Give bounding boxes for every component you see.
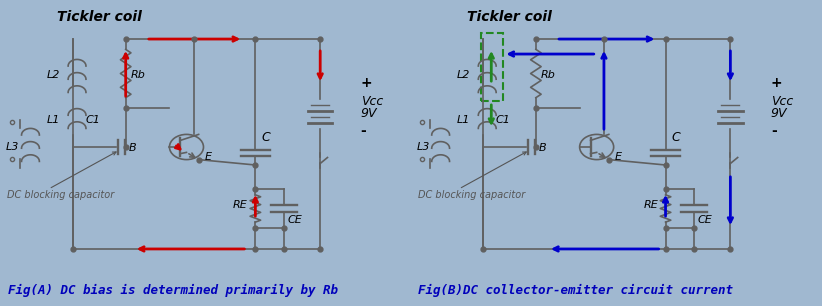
- Text: L2: L2: [47, 70, 60, 80]
- Text: CE: CE: [288, 215, 302, 226]
- Text: 9V: 9V: [771, 107, 787, 120]
- Text: Fig(A) DC bias is determined primarily by Rb: Fig(A) DC bias is determined primarily b…: [8, 284, 338, 297]
- Text: +: +: [771, 76, 783, 90]
- Text: C: C: [261, 131, 270, 144]
- Text: -: -: [771, 124, 777, 138]
- Text: Vcc: Vcc: [771, 95, 793, 108]
- Text: C1: C1: [85, 115, 100, 125]
- Text: E: E: [615, 152, 622, 162]
- Text: E: E: [205, 152, 212, 162]
- Text: B: B: [539, 143, 547, 153]
- Text: 9V: 9V: [361, 107, 377, 120]
- Text: B: B: [129, 143, 136, 153]
- Text: L3: L3: [6, 142, 20, 152]
- Text: Fig(B)DC collector-emitter circuit current: Fig(B)DC collector-emitter circuit curre…: [418, 284, 733, 297]
- Text: CE: CE: [698, 215, 713, 226]
- Text: Tickler coil: Tickler coil: [467, 10, 552, 24]
- Text: L2: L2: [457, 70, 470, 80]
- Text: Tickler coil: Tickler coil: [57, 10, 141, 24]
- Text: +: +: [361, 76, 372, 90]
- Text: -: -: [361, 124, 367, 138]
- Text: Vcc: Vcc: [361, 95, 383, 108]
- Text: L1: L1: [47, 115, 60, 125]
- Text: L1: L1: [457, 115, 470, 125]
- Text: Rb: Rb: [131, 70, 145, 80]
- Text: RE: RE: [233, 200, 247, 211]
- Text: DC blocking capacitor: DC blocking capacitor: [418, 190, 524, 200]
- Text: DC blocking capacitor: DC blocking capacitor: [7, 190, 114, 200]
- Text: Rb: Rb: [541, 70, 556, 80]
- Text: C: C: [672, 131, 681, 144]
- Text: C1: C1: [496, 115, 510, 125]
- Text: RE: RE: [644, 200, 658, 211]
- Text: L3: L3: [416, 142, 430, 152]
